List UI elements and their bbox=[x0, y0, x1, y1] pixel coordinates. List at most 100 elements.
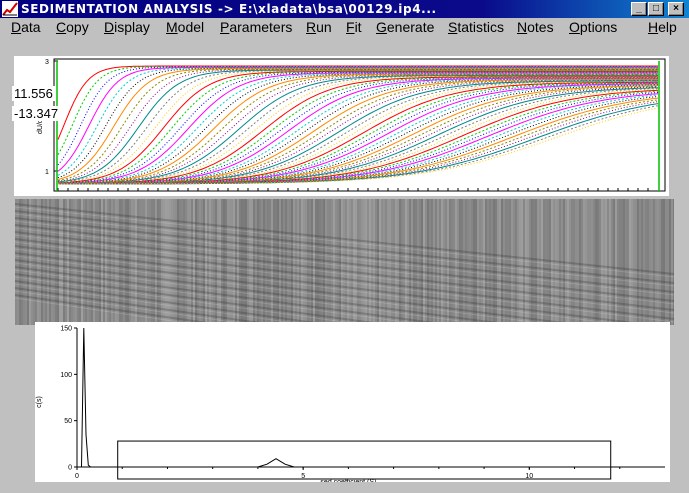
menu-model[interactable]: Model bbox=[166, 19, 205, 35]
residual-column bbox=[345, 199, 347, 325]
residual-column bbox=[87, 199, 89, 325]
residual-column bbox=[353, 199, 355, 325]
residual-column bbox=[325, 199, 327, 325]
residual-column bbox=[39, 199, 41, 325]
menu-options[interactable]: Options bbox=[569, 19, 618, 35]
residual-streak bbox=[15, 269, 431, 325]
residual-column bbox=[583, 199, 585, 325]
residual-column bbox=[613, 199, 615, 325]
residual-column bbox=[585, 199, 587, 325]
menu-help[interactable]: Help bbox=[648, 19, 677, 35]
residual-column bbox=[575, 199, 577, 325]
residual-column bbox=[599, 199, 601, 325]
scan-data-plot[interactable]: dU/dr321 bbox=[14, 56, 669, 196]
residual-column bbox=[473, 199, 475, 325]
residual-column bbox=[357, 199, 359, 325]
residual-column bbox=[21, 199, 23, 325]
residual-column bbox=[115, 199, 117, 325]
y-tick-label: 3 bbox=[45, 59, 49, 66]
menu-statistics[interactable]: Statistics bbox=[448, 19, 505, 35]
residual-column bbox=[303, 199, 305, 325]
residual-streak bbox=[15, 290, 257, 325]
residual-column bbox=[309, 199, 311, 325]
y-tick-label: 1 bbox=[45, 169, 49, 176]
scan-curve bbox=[57, 71, 658, 184]
residual-column bbox=[317, 199, 319, 325]
residual-column bbox=[167, 199, 169, 325]
residual-column bbox=[51, 199, 53, 325]
residual-column bbox=[37, 199, 39, 325]
residual-column bbox=[541, 199, 543, 325]
residual-column bbox=[31, 199, 33, 325]
residual-column bbox=[385, 199, 387, 325]
residual-column bbox=[319, 199, 321, 325]
menu-fit[interactable]: Fit bbox=[346, 19, 362, 35]
residual-column bbox=[635, 199, 637, 325]
residual-column bbox=[655, 199, 657, 325]
residual-column bbox=[333, 199, 335, 325]
minimize-icon: _ bbox=[636, 3, 642, 14]
menu-copy[interactable]: Copy bbox=[56, 19, 89, 35]
residual-column bbox=[491, 199, 493, 325]
residual-column bbox=[237, 199, 239, 325]
menu-generate[interactable]: Generate bbox=[376, 19, 435, 35]
residual-column bbox=[481, 199, 483, 325]
menu-run[interactable]: Run bbox=[306, 19, 332, 35]
residual-column bbox=[181, 199, 183, 325]
residual-column bbox=[65, 199, 67, 325]
scan-data-canvas: dU/dr321 bbox=[37, 58, 666, 192]
residual-column bbox=[447, 199, 449, 325]
residual-column bbox=[579, 199, 581, 325]
residual-column bbox=[615, 199, 617, 325]
menu-display[interactable]: Display bbox=[104, 19, 150, 35]
scan-curve bbox=[58, 76, 658, 185]
distribution-line bbox=[81, 327, 665, 468]
residual-column bbox=[361, 199, 363, 325]
residual-column bbox=[405, 199, 407, 325]
residual-column bbox=[197, 199, 199, 325]
residual-column bbox=[603, 199, 605, 325]
residual-column bbox=[497, 199, 499, 325]
app-icon bbox=[2, 1, 18, 17]
menu-parameters[interactable]: Parameters bbox=[220, 19, 293, 35]
residual-column bbox=[41, 199, 43, 325]
residual-column bbox=[469, 199, 471, 325]
residual-column bbox=[341, 199, 343, 325]
residual-column bbox=[275, 199, 277, 325]
residual-column bbox=[261, 199, 263, 325]
residual-column bbox=[631, 199, 633, 325]
residual-column bbox=[45, 199, 47, 325]
residual-column bbox=[597, 199, 599, 325]
scan-curve bbox=[57, 74, 658, 185]
residual-column bbox=[493, 199, 495, 325]
residual-streak bbox=[15, 231, 674, 311]
residual-column bbox=[183, 199, 185, 325]
y-tick-label: 100 bbox=[60, 372, 72, 379]
residual-column bbox=[71, 199, 73, 325]
y-axis-label: dU/dr bbox=[37, 116, 44, 134]
menu-notes[interactable]: Notes bbox=[517, 19, 554, 35]
residual-column bbox=[59, 199, 61, 325]
residual-column bbox=[389, 199, 391, 325]
residual-column bbox=[33, 199, 35, 325]
maximize-button[interactable]: □ bbox=[648, 2, 664, 16]
menu-data[interactable]: Data bbox=[11, 19, 41, 35]
residual-column bbox=[479, 199, 481, 325]
close-button[interactable]: × bbox=[668, 2, 684, 16]
residual-column bbox=[137, 199, 139, 325]
title-bar: SEDIMENTATION ANALYSIS -> E:\xladata\bsa… bbox=[0, 0, 689, 18]
residual-column bbox=[513, 199, 515, 325]
residual-streak bbox=[15, 224, 674, 302]
residual-column bbox=[467, 199, 469, 325]
residual-column bbox=[391, 199, 393, 325]
distribution-plot[interactable]: 0 50 100 150 0 5 10 c(s) sed coefficient (S) bbox=[35, 322, 670, 482]
residual-column bbox=[663, 199, 665, 325]
residual-column bbox=[191, 199, 193, 325]
residual-column bbox=[259, 199, 261, 325]
residual-streak bbox=[15, 262, 494, 325]
residual-column bbox=[451, 199, 453, 325]
residual-column bbox=[211, 199, 213, 325]
scan-curve bbox=[58, 83, 659, 185]
scan-curve bbox=[57, 72, 658, 184]
minimize-button[interactable]: _ bbox=[631, 2, 647, 16]
